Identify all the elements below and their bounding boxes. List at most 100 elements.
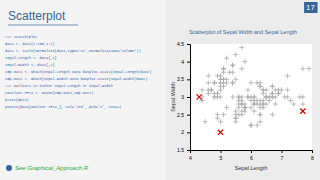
chart-title: Scatterplot of Sepal Width and Sepal Len…: [189, 29, 297, 35]
point: [227, 70, 232, 75]
point: [258, 119, 263, 124]
code-line: data <- scale(normalise(data,type='nt',n…: [5, 49, 141, 53]
plot-marks: [197, 45, 312, 135]
point: [300, 66, 305, 71]
code-line: ### scatterplot: [5, 35, 37, 39]
point: [300, 102, 305, 107]
point: [242, 105, 247, 110]
point: [239, 45, 244, 50]
point: [255, 123, 260, 128]
point: [206, 80, 211, 85]
chart-svg: Scatterplot17### scatterplotdata <- data…: [0, 0, 320, 180]
point: [300, 109, 305, 114]
point: [230, 80, 235, 85]
point: [230, 63, 235, 68]
point: [252, 109, 257, 114]
point: [230, 95, 235, 100]
point: [258, 112, 263, 117]
y-tick-label: 2: [181, 129, 184, 135]
footer: See Graphical_Approach.R: [15, 165, 89, 171]
point: [218, 77, 223, 82]
series-0: [200, 45, 312, 128]
point: [215, 73, 220, 78]
slide-number-text: 17: [306, 3, 315, 12]
y-axis: 1.522.533.544.5: [177, 41, 190, 153]
x-tick: 4: [189, 150, 192, 161]
plot-background: [190, 44, 312, 150]
y-tick: 2.5: [177, 112, 190, 118]
point: [285, 95, 290, 100]
x-tick-label: 7: [281, 155, 284, 161]
point: [242, 105, 247, 110]
point: [242, 59, 247, 64]
x-tick: 8: [311, 150, 314, 161]
x-tick-mark: [251, 150, 252, 153]
x-tick-label: 8: [311, 155, 314, 161]
point: [206, 73, 211, 78]
y-tick: 3: [181, 94, 190, 100]
code-line: points(data[outlier.TF14,], col='red', p…: [5, 105, 121, 109]
point: [224, 56, 229, 61]
point: [230, 63, 235, 68]
x-tick-mark: [282, 150, 283, 153]
point: [300, 95, 305, 100]
point: [258, 102, 263, 107]
point: [285, 73, 290, 78]
y-tick: 2: [181, 129, 190, 135]
x-tick-mark: [221, 150, 222, 153]
code-line: cmp.out2 <- which(Sepal.Width %in% boxpl…: [5, 77, 147, 81]
x-axis-line: [191, 151, 313, 154]
y-tick-label: 3: [181, 94, 184, 100]
point: [291, 102, 296, 107]
point: [230, 80, 235, 85]
y-tick-label: 3.5: [177, 76, 184, 82]
point: [239, 112, 244, 117]
point: [261, 91, 266, 96]
point: [218, 119, 223, 124]
code-line: cmp.out1 <- which(Sepal.Length %in% boxp…: [5, 70, 152, 74]
y-tick: 4: [181, 59, 190, 65]
point: [221, 80, 226, 85]
point: [245, 87, 250, 92]
point: [224, 105, 229, 110]
point: [270, 95, 275, 100]
point: [270, 112, 275, 117]
point: [242, 105, 247, 110]
slide-right-background: [166, 0, 320, 180]
point: [236, 102, 241, 107]
point: [221, 112, 226, 117]
point: [273, 87, 278, 92]
x-tick-mark: [312, 150, 313, 153]
point: [264, 95, 269, 100]
point: [276, 91, 281, 96]
x-tick-label: 4: [189, 155, 192, 161]
point: [306, 66, 311, 71]
y-tick-mark: [187, 79, 190, 80]
point: [221, 66, 226, 71]
point: [203, 119, 208, 124]
point: [212, 80, 217, 85]
x-tick: 5: [220, 150, 223, 161]
point: [258, 112, 263, 117]
y-tick-mark: [187, 150, 190, 151]
point: [233, 109, 238, 114]
y-axis-title: Sepal.Width: [170, 82, 176, 112]
point: [218, 84, 223, 89]
x-tick: 7: [281, 150, 284, 161]
slide-number-box: [304, 2, 317, 13]
point: [249, 105, 254, 110]
y-tick-label: 4: [181, 59, 184, 65]
point: [215, 91, 220, 96]
chart-container: Scatterplot17### scatterplotdata <- data…: [0, 0, 320, 180]
y-tick-label: 4.5: [177, 41, 184, 47]
y-axis-line: [187, 45, 191, 151]
point: [249, 80, 254, 85]
code-line: print(data): [5, 98, 29, 102]
y-tick-mark: [187, 115, 190, 116]
point: [221, 66, 226, 71]
logo: [6, 165, 12, 171]
point: [273, 102, 278, 107]
point: [255, 80, 260, 85]
point: [245, 95, 250, 100]
point: [288, 98, 293, 103]
